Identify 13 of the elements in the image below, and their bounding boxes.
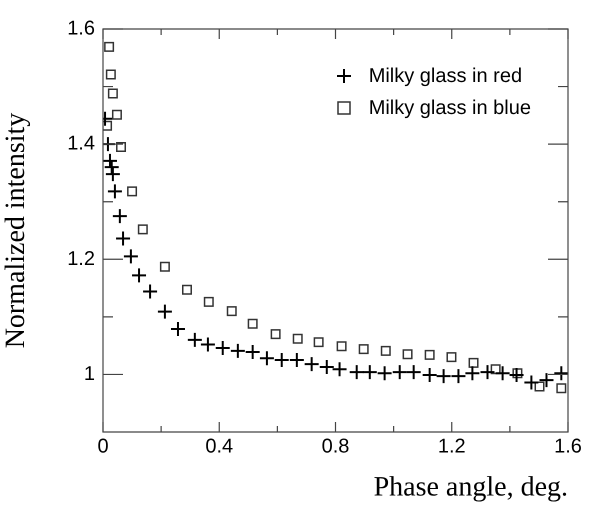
x-tick-label: 1.6 <box>554 436 582 458</box>
y-tick-label: 1.2 <box>67 248 95 270</box>
legend-label: Milky glass in red <box>368 64 522 88</box>
x-tick-label: 0.4 <box>205 436 234 458</box>
x-tick-label: 1.2 <box>438 436 466 458</box>
y-tick-label: 1.4 <box>67 132 95 155</box>
x-axis-title: Phase angle, deg. <box>374 472 568 503</box>
y-axis-title: Normalized intensity <box>0 112 32 348</box>
legend-label: Milky glass in blue <box>368 96 531 120</box>
y-tick-label: 1 <box>84 362 95 385</box>
x-tick-label: 0 <box>97 436 109 458</box>
y-tick-label: 1.6 <box>67 18 95 40</box>
x-tick-label: 0.8 <box>322 436 350 458</box>
